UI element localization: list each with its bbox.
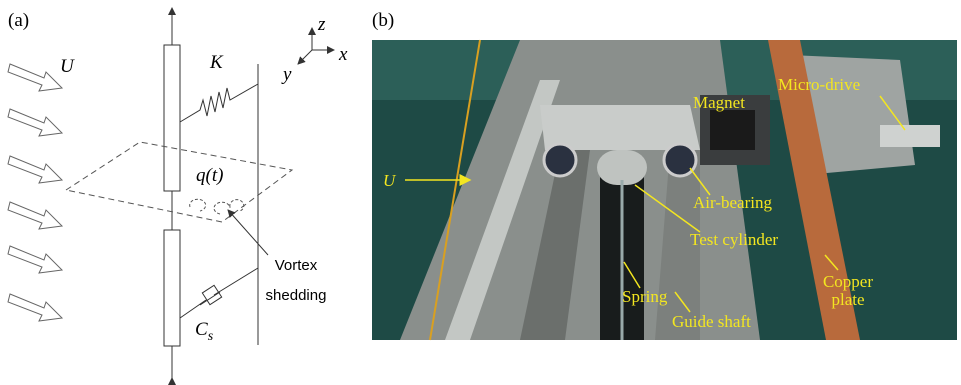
damping-label: Cs bbox=[195, 319, 214, 344]
stiffness-label: K bbox=[209, 52, 224, 73]
spring bbox=[180, 84, 258, 122]
pointer bbox=[228, 210, 268, 255]
label-guide-shaft: Guide shaft bbox=[672, 312, 751, 331]
figure: (a) U K q(t) Vortex shedding Cs z x y ( bbox=[0, 0, 961, 385]
cylinder bbox=[164, 230, 180, 346]
panel-label: (a) bbox=[8, 10, 29, 31]
label-spring: Spring bbox=[622, 287, 668, 306]
flow-label: U bbox=[60, 56, 75, 77]
vortex-label: shedding bbox=[266, 287, 327, 304]
label-magnet: Magnet bbox=[693, 93, 745, 112]
cylinder bbox=[164, 45, 180, 191]
vortex-label: Vortex bbox=[275, 257, 318, 274]
panel-label: (b) bbox=[372, 10, 394, 31]
axis-y: y bbox=[281, 64, 292, 85]
axis-z: z bbox=[317, 14, 326, 35]
panel-b: (b) Magnet Micro-drive U Air-bearing bbox=[372, 10, 957, 340]
flow-arrows bbox=[8, 64, 62, 321]
panel-a: (a) U K q(t) Vortex shedding Cs z x y bbox=[8, 8, 348, 378]
axis-x: x bbox=[338, 44, 348, 65]
label-copper-plate: plate bbox=[831, 290, 864, 309]
label-flow: U bbox=[383, 171, 397, 190]
axes-triad: z x y bbox=[281, 14, 348, 85]
label-air-bearing: Air-bearing bbox=[693, 193, 772, 212]
label-copper-plate: Copper bbox=[823, 272, 873, 291]
label-test-cylinder: Test cylinder bbox=[690, 230, 778, 249]
force-label: q(t) bbox=[196, 165, 223, 186]
label-micro-drive: Micro-drive bbox=[778, 75, 860, 94]
